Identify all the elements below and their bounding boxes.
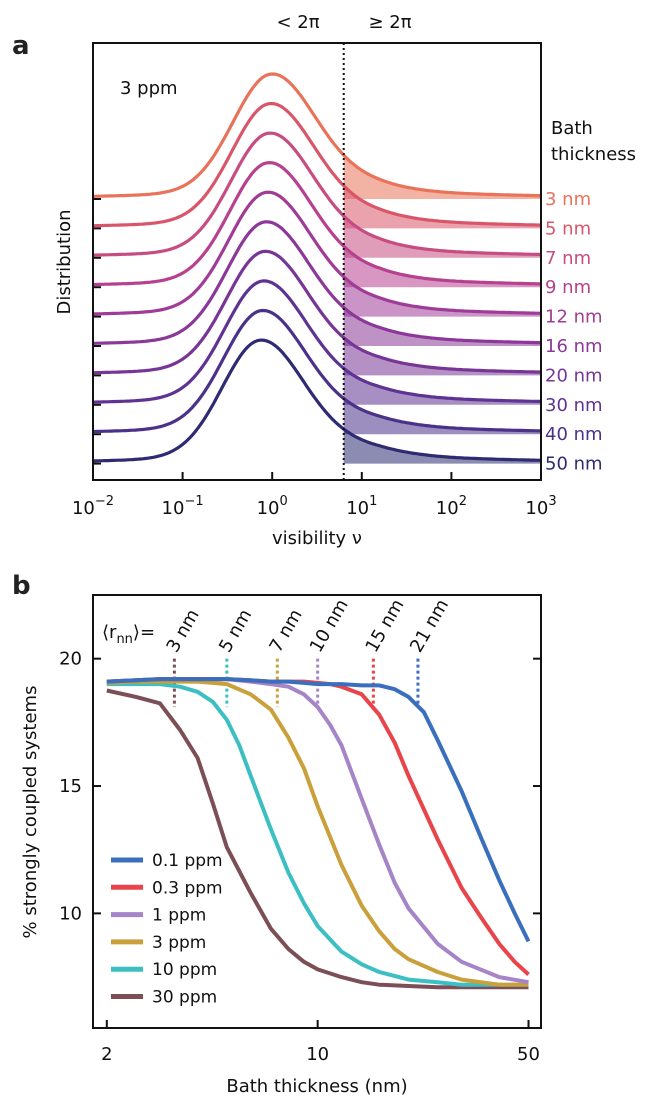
x-tick-label-b: 10 (306, 1044, 329, 1065)
series-label-20-nm: 20 nm (545, 365, 603, 386)
x-tick-label-b: 50 (517, 1044, 540, 1065)
legend-b: 0.1 ppm 0.3 ppm 1 ppm 3 ppm 10 ppm 30 ppm (111, 851, 223, 1008)
y-axis-ticks-b: 10 15 20 (59, 649, 541, 924)
series-label-40-nm: 40 nm (545, 424, 603, 445)
area-fill-30-nm (343, 368, 541, 405)
distribution-curves (93, 72, 542, 463)
series-label-50-nm: 50 nm (545, 454, 603, 475)
y-tick-label-b: 20 (59, 649, 82, 670)
series-label-16-nm: 16 nm (545, 336, 603, 357)
area-fill-16-nm (343, 307, 541, 346)
x-tick-label-a: 10−1 (162, 494, 204, 519)
series-label-3-nm: 3 nm (545, 189, 591, 210)
y-axis-label-a: Distribution (54, 209, 75, 314)
legend-label-0.1-ppm: 0.1 ppm (152, 851, 223, 871)
panel-a-letter: a (12, 31, 30, 61)
series-label-12-nm: 12 nm (545, 307, 603, 328)
concentration-label: 3 ppm (120, 78, 178, 99)
legend-label-10-ppm: 10 ppm (152, 960, 217, 980)
x-axis-label-a: visibility ν (272, 528, 362, 549)
rnn-label-5-nm: 5 nm (215, 606, 256, 656)
x-tick-label-b: 2 (101, 1044, 112, 1065)
area-fill-3-nm (343, 155, 541, 199)
area-fill-20-nm (343, 337, 541, 376)
area-fill-5-nm (343, 185, 541, 229)
curve-16-nm (93, 220, 542, 345)
curve-7-nm (93, 131, 542, 257)
line-0.1-ppm (106, 677, 531, 943)
region-left-label: < 2π (276, 12, 319, 33)
x-axis-ticks-a: 10−2 10−1 100 101 102 103 (72, 472, 557, 519)
y-axis-ticks-a (93, 198, 101, 465)
curve-12-nm (93, 190, 542, 316)
legend-label-0.3-ppm: 0.3 ppm (152, 878, 223, 898)
curve-40-nm (93, 308, 542, 434)
area-fill-50-nm (343, 429, 541, 464)
x-tick-label-a: 100 (257, 494, 288, 519)
x-tick-label-a: 101 (346, 494, 377, 519)
series-labels: 3 nm 5 nm 7 nm 9 nm 12 nm 16 nm 20 nm 30 nm 40 n… (545, 189, 603, 475)
line-0.3-ppm (106, 677, 530, 976)
plot-frame-a (92, 42, 542, 481)
rnn-label-21-nm: 21 nm (406, 596, 453, 656)
y-tick-label-b: 10 (59, 903, 82, 924)
x-tick-label-a: 103 (525, 494, 556, 519)
panel-a: a < 2π ≥ 2π 3 ppm Bath thickness 3 nm 5 n… (12, 12, 636, 549)
y-tick-label-b: 15 (59, 776, 82, 797)
series-label-9-nm: 9 nm (545, 277, 591, 298)
area-fill-9-nm (343, 246, 541, 288)
series-label-7-nm: 7 nm (545, 248, 591, 269)
legend-title-line1: Bath (551, 118, 593, 139)
area-fill-12-nm (343, 276, 541, 317)
curve-9-nm (93, 161, 542, 287)
curve-3-nm (93, 72, 542, 198)
rnn-label-10-nm: 10 nm (306, 596, 353, 656)
x-tick-label-a: 10−2 (72, 494, 114, 519)
coupled-systems-lines (106, 677, 531, 990)
series-label-30-nm: 30 nm (545, 395, 603, 416)
area-fill-40-nm (343, 398, 541, 435)
line-10-ppm (106, 682, 529, 987)
legend-label-1-ppm: 1 ppm (152, 906, 206, 926)
legend-label-30-ppm: 30 ppm (152, 988, 217, 1008)
panel-b-letter: b (12, 571, 31, 601)
curve-20-nm (93, 249, 542, 375)
area-fill-7-nm (343, 216, 541, 258)
x-axis-label-b: Bath thickness (nm) (226, 1076, 407, 1097)
line-30-ppm (106, 688, 529, 990)
x-tick-label-a: 102 (436, 494, 467, 519)
region-right-label: ≥ 2π (368, 12, 411, 33)
x-axis-ticks-b: 2 10 50 (101, 1020, 540, 1065)
rnn-label-15-nm: 15 nm (362, 596, 409, 656)
line-3-ppm (106, 679, 529, 987)
rnn-label-3-nm: 3 nm (163, 606, 204, 656)
legend-title-line2: thickness (551, 144, 636, 165)
area-fills (343, 155, 541, 464)
rnn-label-7-nm: 7 nm (265, 606, 306, 656)
curve-30-nm (93, 279, 542, 404)
curve-5-nm (93, 102, 542, 228)
y-axis-label-b: % strongly coupled systems (20, 686, 41, 939)
legend-label-3-ppm: 3 ppm (152, 933, 206, 953)
series-label-5-nm: 5 nm (545, 218, 591, 239)
rnn-equals-label: ⟨rnn⟩= (102, 622, 155, 647)
curve-50-nm (93, 338, 542, 463)
